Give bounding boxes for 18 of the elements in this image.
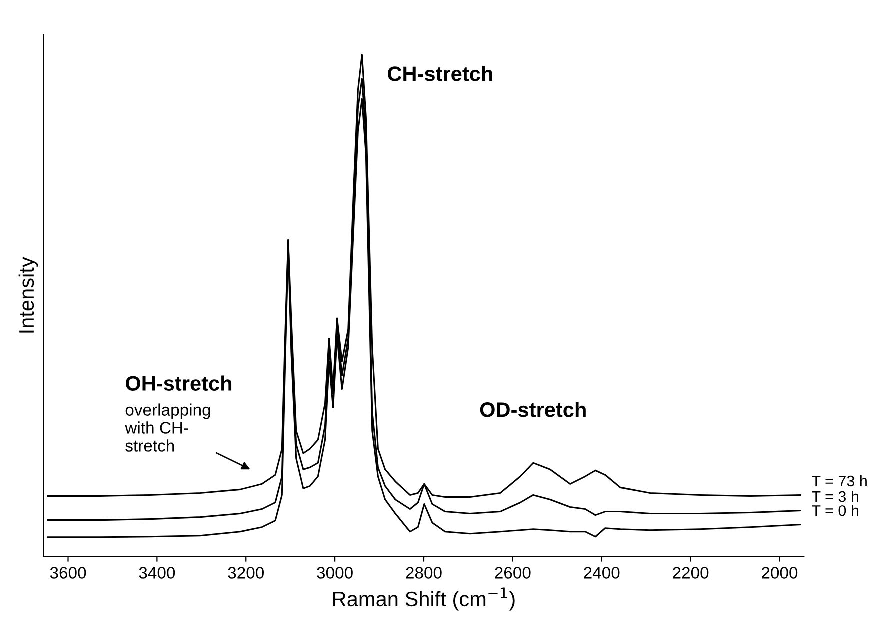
x-tick-label: 2600 <box>495 567 531 579</box>
x-tick-label: 3200 <box>228 567 264 579</box>
annotation: CH-stretch <box>388 66 492 82</box>
y-axis-title: Intensity <box>18 257 38 333</box>
x-axis-title: Raman Shift (cm$^{−1}$) <box>334 588 515 611</box>
x-tick-label: 2000 <box>762 567 798 579</box>
annotation: OD-stretch <box>480 402 586 418</box>
x-tick-label: 3600 <box>50 567 86 579</box>
series-label: T = 0 h <box>812 505 858 516</box>
series-label: T = 3 h <box>812 490 858 502</box>
x-tick-label: 3400 <box>139 567 176 579</box>
series-label: T = 73 h <box>812 475 867 487</box>
x-tick-label: 3000 <box>317 567 353 579</box>
annotation: overlapping with CH- stretch <box>125 404 210 452</box>
x-tick-label: 2800 <box>406 567 442 579</box>
x-tick-label: 2400 <box>584 567 620 579</box>
x-tick-label: 2200 <box>673 567 709 579</box>
annotation: OH-stretch <box>126 376 232 391</box>
